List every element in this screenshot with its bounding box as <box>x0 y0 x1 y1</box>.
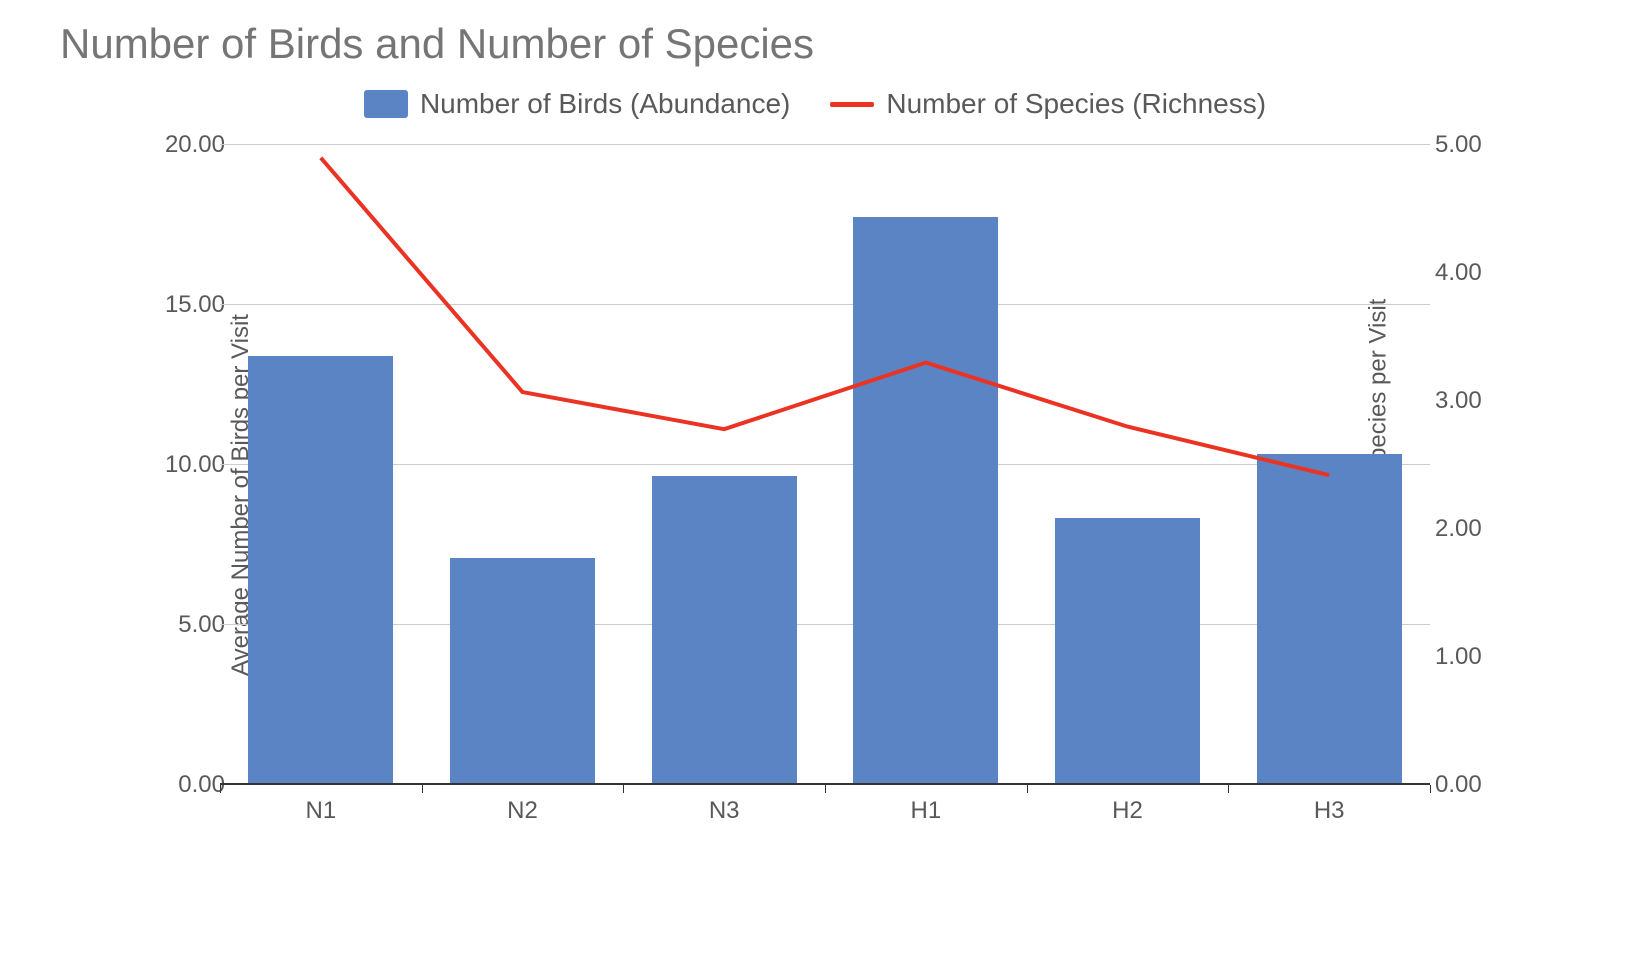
y-tick-left: 10.00 <box>155 451 225 479</box>
x-tick-mark <box>1430 785 1431 793</box>
plot-area <box>220 145 1430 785</box>
x-tick: N2 <box>507 797 538 825</box>
y-tick-right: 4.00 <box>1435 259 1495 287</box>
x-tick-mark <box>1228 785 1229 793</box>
y-tick-right: 2.00 <box>1435 515 1495 543</box>
x-tick-mark <box>623 785 624 793</box>
x-tick: N1 <box>305 797 336 825</box>
x-tick: N3 <box>709 797 740 825</box>
chart-title: Number of Birds and Number of Species <box>60 20 1610 68</box>
x-tick-mark <box>422 785 423 793</box>
y-tick-right: 0.00 <box>1435 771 1495 799</box>
y-tick-right: 1.00 <box>1435 643 1495 671</box>
x-tick-mark <box>220 785 221 793</box>
x-tick-mark <box>1027 785 1028 793</box>
legend-item-line: Number of Species (Richness) <box>830 88 1266 120</box>
y-tick-left: 20.00 <box>155 131 225 159</box>
line-series <box>220 145 1430 785</box>
chart-legend: Number of Birds (Abundance) Number of Sp… <box>20 88 1610 120</box>
y-tick-right: 3.00 <box>1435 387 1495 415</box>
legend-label-bars: Number of Birds (Abundance) <box>420 88 790 120</box>
chart-container: Number of Birds and Number of Species Nu… <box>20 20 1610 950</box>
line-polyline <box>321 158 1329 475</box>
y-tick-left: 5.00 <box>155 611 225 639</box>
x-tick: H2 <box>1112 797 1143 825</box>
y-tick-left: 0.00 <box>155 771 225 799</box>
legend-item-bars: Number of Birds (Abundance) <box>364 88 790 120</box>
legend-label-line: Number of Species (Richness) <box>886 88 1266 120</box>
x-tick: H3 <box>1314 797 1345 825</box>
plot-wrapper: Average Number of Birds per Visit Averag… <box>130 145 1500 845</box>
legend-swatch-line <box>830 102 874 107</box>
y-tick-left: 15.00 <box>155 291 225 319</box>
legend-swatch-bars <box>364 90 408 118</box>
x-tick: H1 <box>910 797 941 825</box>
x-tick-mark <box>825 785 826 793</box>
y-tick-right: 5.00 <box>1435 131 1495 159</box>
